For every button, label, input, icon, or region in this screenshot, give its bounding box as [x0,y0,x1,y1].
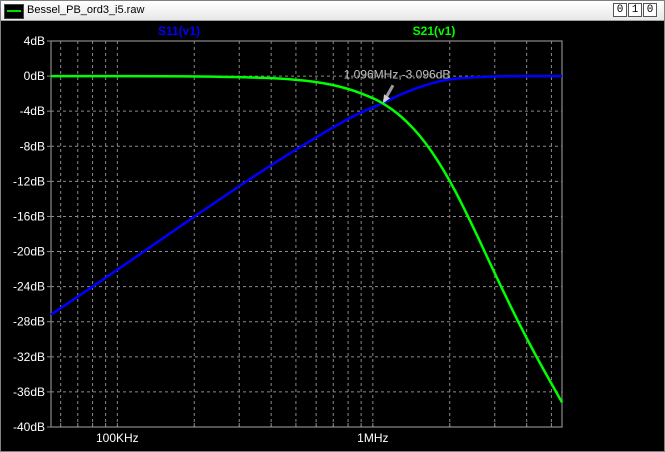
window-titlebar[interactable]: Bessel_PB_ord3_i5.raw 0 1 0 [1,1,664,21]
series-line-s21 [51,74,564,404]
y-tick-label: -16dB [13,209,45,223]
y-tick-label: -8dB [20,139,45,153]
y-tick-label: -28dB [13,315,45,329]
y-tick-label: -20dB [13,245,45,259]
y-tick-label: -24dB [13,280,45,294]
legend-label-s21: S21(v1) [413,24,456,38]
maximize-button[interactable]: 1 [628,3,642,17]
y-tick-label: 0dB [24,69,45,83]
cursor-arrow-head [383,94,391,104]
y-tick-label: -36dB [13,385,45,399]
y-tick-label: -40dB [13,420,45,434]
minimize-button[interactable]: 0 [613,3,627,17]
y-tick-label: -4dB [20,104,45,118]
window-title: Bessel_PB_ord3_i5.raw [27,4,145,16]
legend-label-s11: S11(v1) [158,24,200,38]
y-tick-label: -12dB [13,174,45,188]
y-tick-label: -32dB [13,350,45,364]
waveform-icon [4,4,24,19]
waveform-plot[interactable]: 4dB 0dB -4dB -8dB -12dB -16dB -20dB -24dB -28dB -… [1,21,664,452]
x-tick-label: 100KHz [96,431,139,445]
close-button[interactable]: 0 [643,3,657,17]
cursor-readout: 1.096MHz,-3.096dB [344,67,451,81]
x-tick-label: 1MHz [357,431,388,445]
series-line-s11 [50,74,562,316]
plot-frame [50,40,563,428]
y-tick-label: 4dB [24,34,45,48]
